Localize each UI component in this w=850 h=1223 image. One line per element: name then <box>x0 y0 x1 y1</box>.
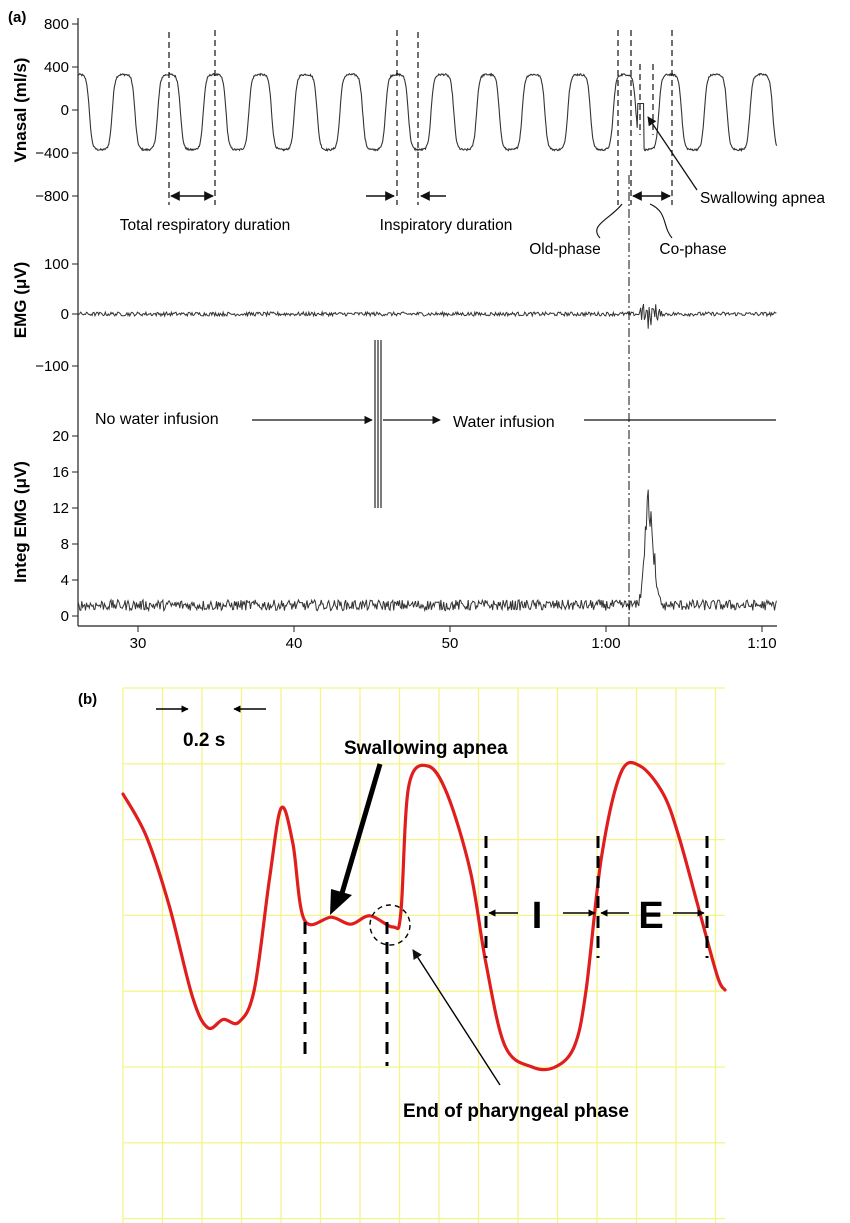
emg-tick-label: 0 <box>61 306 69 323</box>
old-phase-label: Old-phase <box>529 241 601 258</box>
integ-tick-label: 12 <box>52 500 69 517</box>
infusion-marker <box>374 340 382 508</box>
x-tick-label: 30 <box>130 635 147 652</box>
inspiration-label: I <box>532 895 543 937</box>
emg-axis-label: EMG (μV) <box>11 262 30 339</box>
x-tick-label: 1:10 <box>747 635 776 652</box>
integ-tick-label: 20 <box>52 428 69 445</box>
vnasal-tick-label: −400 <box>35 145 69 162</box>
pharyngeal-end-arrow <box>412 949 501 1086</box>
emg-tick-label: −100 <box>35 358 69 375</box>
expiration-label: E <box>638 895 663 937</box>
x-tick-label: 1:00 <box>591 635 620 652</box>
panel-b-grid <box>122 687 725 1223</box>
integ-emg-trace <box>77 489 777 613</box>
vnasal-ticks: 800 400 0 −400 −800 <box>35 16 78 205</box>
swallowing-apnea-arrow-a <box>647 116 698 191</box>
x-ticks: 30 40 50 1:00 1:10 <box>130 626 777 652</box>
phase-markers <box>168 30 673 205</box>
vnasal-tick-label: 800 <box>44 16 69 33</box>
swallowing-apnea-arrow-head <box>330 889 352 915</box>
co-phase-leader <box>649 203 673 239</box>
integ-emg-axis-label: Integ EMG (μV) <box>11 461 30 583</box>
integ-tick-label: 8 <box>61 536 69 553</box>
vnasal-axis-label: Vnasal (ml/s) <box>11 58 30 163</box>
panel-b: (b) 0.2 s Swallowing apnea End of pharyn… <box>78 687 727 1223</box>
x-tick-label: 40 <box>286 635 303 652</box>
water-infusion-label: Water infusion <box>453 414 555 431</box>
panel-a-label: (a) <box>8 9 26 26</box>
vnasal-tick-label: −800 <box>35 188 69 205</box>
emg-ticks: 100 0 −100 <box>35 256 78 375</box>
integ-tick-label: 0 <box>61 608 69 625</box>
inspiratory-duration-label: Inspiratory duration <box>380 217 513 234</box>
panel-a: (a) Vnasal (ml/s) EMG (μV) Integ EMG (μV… <box>8 9 825 652</box>
total-respiratory-duration-label: Total respiratory duration <box>120 217 291 234</box>
panel-b-label: (b) <box>78 691 97 708</box>
integ-emg-ticks: 20 16 12 8 4 0 <box>52 428 78 625</box>
pharyngeal-end-circle <box>369 904 411 946</box>
x-tick-label: 50 <box>442 635 459 652</box>
old-phase-leader <box>596 203 623 239</box>
integ-tick-label: 4 <box>61 572 69 589</box>
panel-b-dashed-markers <box>303 836 709 1066</box>
emg-tick-label: 100 <box>44 256 69 273</box>
vnasal-trace <box>77 72 778 153</box>
emg-trace <box>77 303 777 329</box>
integ-tick-label: 16 <box>52 464 69 481</box>
time-scale-label: 0.2 s <box>183 730 225 751</box>
vnasal-tick-label: 0 <box>61 102 69 119</box>
swallowing-apnea-label-b: Swallowing apnea <box>344 738 508 759</box>
co-phase-label: Co-phase <box>659 241 726 258</box>
no-water-infusion-label: No water infusion <box>95 411 219 428</box>
vnasal-tick-label: 400 <box>44 59 69 76</box>
swallowing-apnea-label-a: Swallowing apnea <box>700 190 825 207</box>
panel-b-trace <box>121 760 727 1072</box>
end-pharyngeal-label: End of pharyngeal phase <box>403 1101 629 1122</box>
swallowing-apnea-arrow-shaft <box>337 763 383 901</box>
